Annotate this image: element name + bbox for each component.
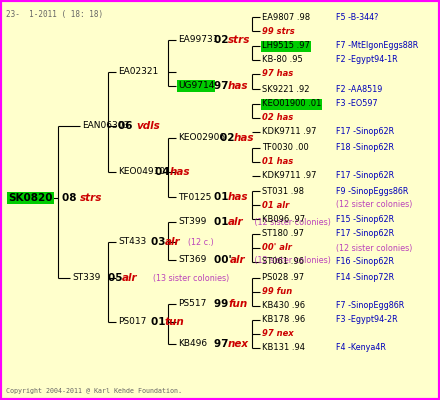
Text: TF0125: TF0125	[178, 192, 211, 202]
Text: ST339: ST339	[72, 274, 100, 282]
Text: has: has	[234, 133, 254, 143]
Text: F7 -SinopEgg86R: F7 -SinopEgg86R	[336, 302, 404, 310]
Text: F14 -Sinop72R: F14 -Sinop72R	[336, 274, 394, 282]
Text: 08: 08	[62, 193, 80, 203]
Text: EAN06303: EAN06303	[82, 122, 129, 130]
Text: alr: alr	[230, 255, 246, 265]
Text: fun: fun	[228, 299, 247, 309]
Text: F2 -Egypt94-1R: F2 -Egypt94-1R	[336, 56, 398, 64]
Text: (12 sister colonies): (12 sister colonies)	[252, 218, 331, 226]
Text: has: has	[170, 167, 191, 177]
Text: 01: 01	[151, 317, 169, 327]
Text: alr: alr	[228, 217, 244, 227]
Text: 23-  1-2011 ( 18: 18): 23- 1-2011 ( 18: 18)	[6, 10, 103, 19]
Text: KB430 .96: KB430 .96	[262, 302, 305, 310]
Text: 02: 02	[214, 35, 232, 45]
Text: (12 sister colonies): (12 sister colonies)	[336, 244, 412, 252]
Text: 05: 05	[108, 273, 126, 283]
Text: 01: 01	[214, 217, 232, 227]
Text: 02: 02	[220, 133, 238, 143]
Text: F17 -Sinop62R: F17 -Sinop62R	[336, 172, 394, 180]
Text: F9 -SinopEggs86R: F9 -SinopEggs86R	[336, 186, 408, 196]
Text: has: has	[228, 192, 249, 202]
Text: F17 -Sinop62R: F17 -Sinop62R	[336, 230, 394, 238]
Text: F15 -Sinop62R: F15 -Sinop62R	[336, 214, 394, 224]
Text: EA02321: EA02321	[118, 68, 158, 76]
Text: LH9515 .97: LH9515 .97	[262, 42, 310, 50]
Text: nex: nex	[228, 339, 249, 349]
Text: ST399: ST399	[178, 218, 206, 226]
Text: KB131 .94: KB131 .94	[262, 344, 305, 352]
Text: ST180 .97: ST180 .97	[262, 230, 304, 238]
Text: 97: 97	[214, 81, 232, 91]
Text: F5 -B-344?: F5 -B-344?	[336, 12, 378, 22]
Text: strs: strs	[80, 193, 103, 203]
Text: KB496: KB496	[178, 340, 207, 348]
Text: 99 strs: 99 strs	[262, 26, 295, 36]
Text: 01 has: 01 has	[262, 158, 293, 166]
Text: F16 -Sinop62R: F16 -Sinop62R	[336, 258, 394, 266]
Text: F4 -Kenya4R: F4 -Kenya4R	[336, 344, 386, 352]
Text: ST433: ST433	[118, 238, 146, 246]
Text: vdls: vdls	[136, 121, 160, 131]
Text: PS028 .97: PS028 .97	[262, 274, 304, 282]
Text: EA9807 .98: EA9807 .98	[262, 12, 310, 22]
Text: ST369: ST369	[178, 256, 206, 264]
Text: has: has	[228, 81, 249, 91]
Text: Copyright 2004-2011 @ Karl Kehde Foundation.: Copyright 2004-2011 @ Karl Kehde Foundat…	[6, 388, 182, 394]
Text: alr: alr	[122, 273, 138, 283]
Text: F3 -EO597: F3 -EO597	[336, 100, 378, 108]
Text: 97 nex: 97 nex	[262, 330, 293, 338]
Text: SK9221 .92: SK9221 .92	[262, 84, 309, 94]
Text: PS017: PS017	[118, 318, 147, 326]
Text: ST031 .98: ST031 .98	[262, 186, 304, 196]
Text: EA99731: EA99731	[178, 36, 219, 44]
Text: F17 -Sinop62R: F17 -Sinop62R	[336, 128, 394, 136]
Text: (12 c.): (12 c.)	[188, 238, 214, 246]
Text: KB178 .96: KB178 .96	[262, 316, 305, 324]
Text: (12 sister colonies): (12 sister colonies)	[252, 256, 331, 264]
Text: tun: tun	[165, 317, 185, 327]
Text: 03: 03	[151, 237, 169, 247]
Text: 02 has: 02 has	[262, 114, 293, 122]
Text: F3 -Egypt94-2R: F3 -Egypt94-2R	[336, 316, 398, 324]
Text: 01 alr: 01 alr	[262, 200, 289, 210]
Text: (13 sister colonies): (13 sister colonies)	[153, 274, 229, 282]
Text: KB096 .97: KB096 .97	[262, 214, 305, 224]
Text: (12 sister colonies): (12 sister colonies)	[336, 200, 412, 210]
Text: UG9714: UG9714	[178, 82, 214, 90]
Text: PS517: PS517	[178, 300, 206, 308]
Text: SK0820: SK0820	[8, 193, 52, 203]
Text: 00' alr: 00' alr	[262, 244, 292, 252]
Text: KDK9711 .97: KDK9711 .97	[262, 128, 316, 136]
Text: TF0030 .00: TF0030 .00	[262, 144, 309, 152]
Text: 97 has: 97 has	[262, 70, 293, 78]
Text: KB-80 .95: KB-80 .95	[262, 56, 303, 64]
Text: KEO01900 .01: KEO01900 .01	[262, 100, 321, 108]
Text: KEO04910: KEO04910	[118, 168, 165, 176]
Text: strs: strs	[228, 35, 250, 45]
Text: KEO02906: KEO02906	[178, 134, 225, 142]
Text: F7 -MtElgonEggs88R: F7 -MtElgonEggs88R	[336, 42, 418, 50]
Text: 00': 00'	[214, 255, 235, 265]
Text: 99: 99	[214, 299, 232, 309]
Text: 97: 97	[214, 339, 232, 349]
Text: alr: alr	[165, 237, 181, 247]
Text: 99 fun: 99 fun	[262, 288, 292, 296]
Text: F18 -Sinop62R: F18 -Sinop62R	[336, 144, 394, 152]
Text: 04: 04	[155, 167, 173, 177]
Text: 01: 01	[214, 192, 232, 202]
Text: ST061 .96: ST061 .96	[262, 258, 304, 266]
Text: KDK9711 .97: KDK9711 .97	[262, 172, 316, 180]
Text: F2 -AA8519: F2 -AA8519	[336, 84, 382, 94]
Text: 06: 06	[118, 121, 136, 131]
